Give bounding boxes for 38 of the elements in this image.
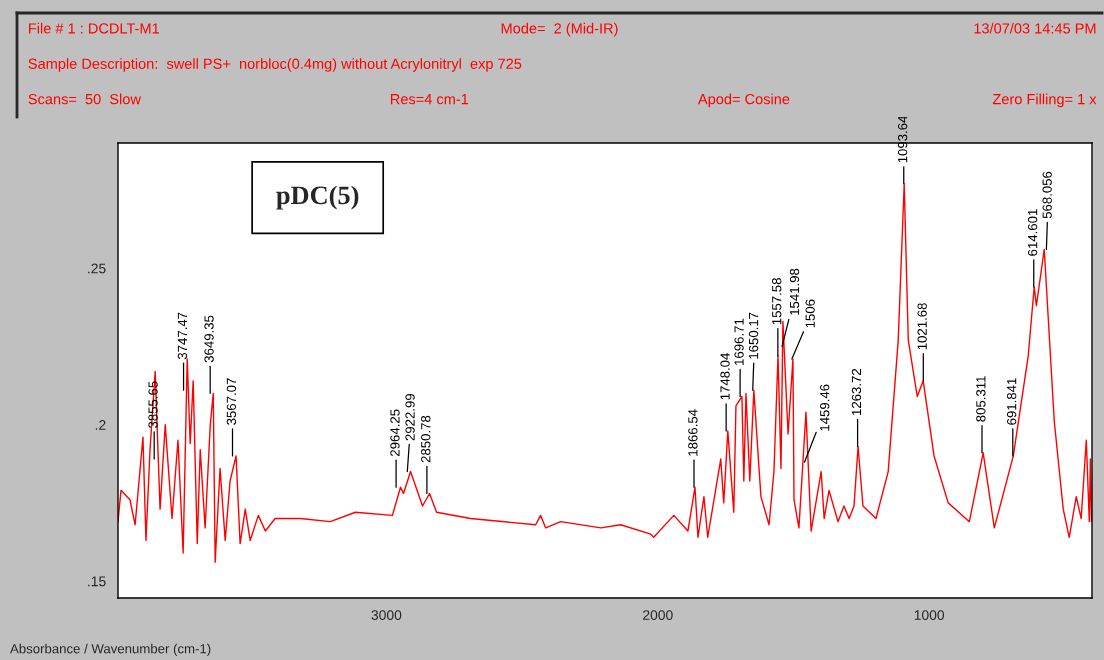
annotation: 568.056 bbox=[1042, 171, 1052, 219]
annotation: 3567.07 bbox=[226, 378, 237, 425]
annotation: 1748.04 bbox=[720, 353, 730, 400]
annotation: 691.841 bbox=[1007, 378, 1017, 425]
text: Scans= 50 Slow bbox=[28, 93, 141, 105]
annotation: 1557.58 bbox=[772, 278, 782, 325]
text: Mode= 2 (Mid-IR) bbox=[501, 22, 618, 37]
x-tick-label: 2000 bbox=[643, 610, 673, 621]
annotation: 3649.35 bbox=[204, 315, 214, 363]
text: 13/07/03 14:45 PM bbox=[974, 22, 1096, 34]
annotation: 805.311 bbox=[976, 376, 986, 422]
annotation: 1650.17 bbox=[748, 312, 759, 359]
annotation: 1541.98 bbox=[789, 268, 800, 315]
annotation: 1021.68 bbox=[917, 303, 927, 350]
text: Sample Description: swell PS+ norbloc(0.4mg) without Acrylonitryl exp 725 bbox=[28, 58, 522, 72]
annotation: 3855.65 bbox=[148, 381, 158, 428]
text: File # 1 : DCDLT-M1 bbox=[29, 22, 159, 34]
y-tick-label: .25 bbox=[88, 263, 106, 274]
annotation: 1866.54 bbox=[688, 409, 698, 456]
annotation: 2922.99 bbox=[405, 393, 415, 441]
annotation: 614.601 bbox=[1027, 209, 1038, 256]
text: Apod= Cosine bbox=[697, 93, 790, 108]
annotation: 2850.78 bbox=[421, 415, 431, 463]
text: pDC(5) bbox=[276, 185, 359, 210]
annotation: 2964.25 bbox=[390, 409, 400, 456]
annotation: 3747.47 bbox=[177, 312, 188, 360]
annotation: 1263.72 bbox=[851, 368, 862, 415]
y-tick-label: .15 bbox=[88, 576, 106, 587]
annotation: 1093.64 bbox=[897, 115, 908, 163]
annotation: 1459.46 bbox=[820, 384, 830, 431]
text: Zero Filling= 1 x bbox=[992, 93, 1097, 108]
x-tick-label: 3000 bbox=[371, 610, 402, 621]
annotation: 1506 bbox=[805, 299, 815, 328]
x-axis-title: Absorbance / Wavenumber (cm-1) bbox=[10, 643, 211, 656]
text: Res=4 cm-1 bbox=[390, 94, 469, 105]
x-tick-label: 1000 bbox=[914, 610, 945, 621]
annotation: 1696.71 bbox=[734, 318, 744, 365]
y-tick-label: .2 bbox=[95, 419, 106, 430]
